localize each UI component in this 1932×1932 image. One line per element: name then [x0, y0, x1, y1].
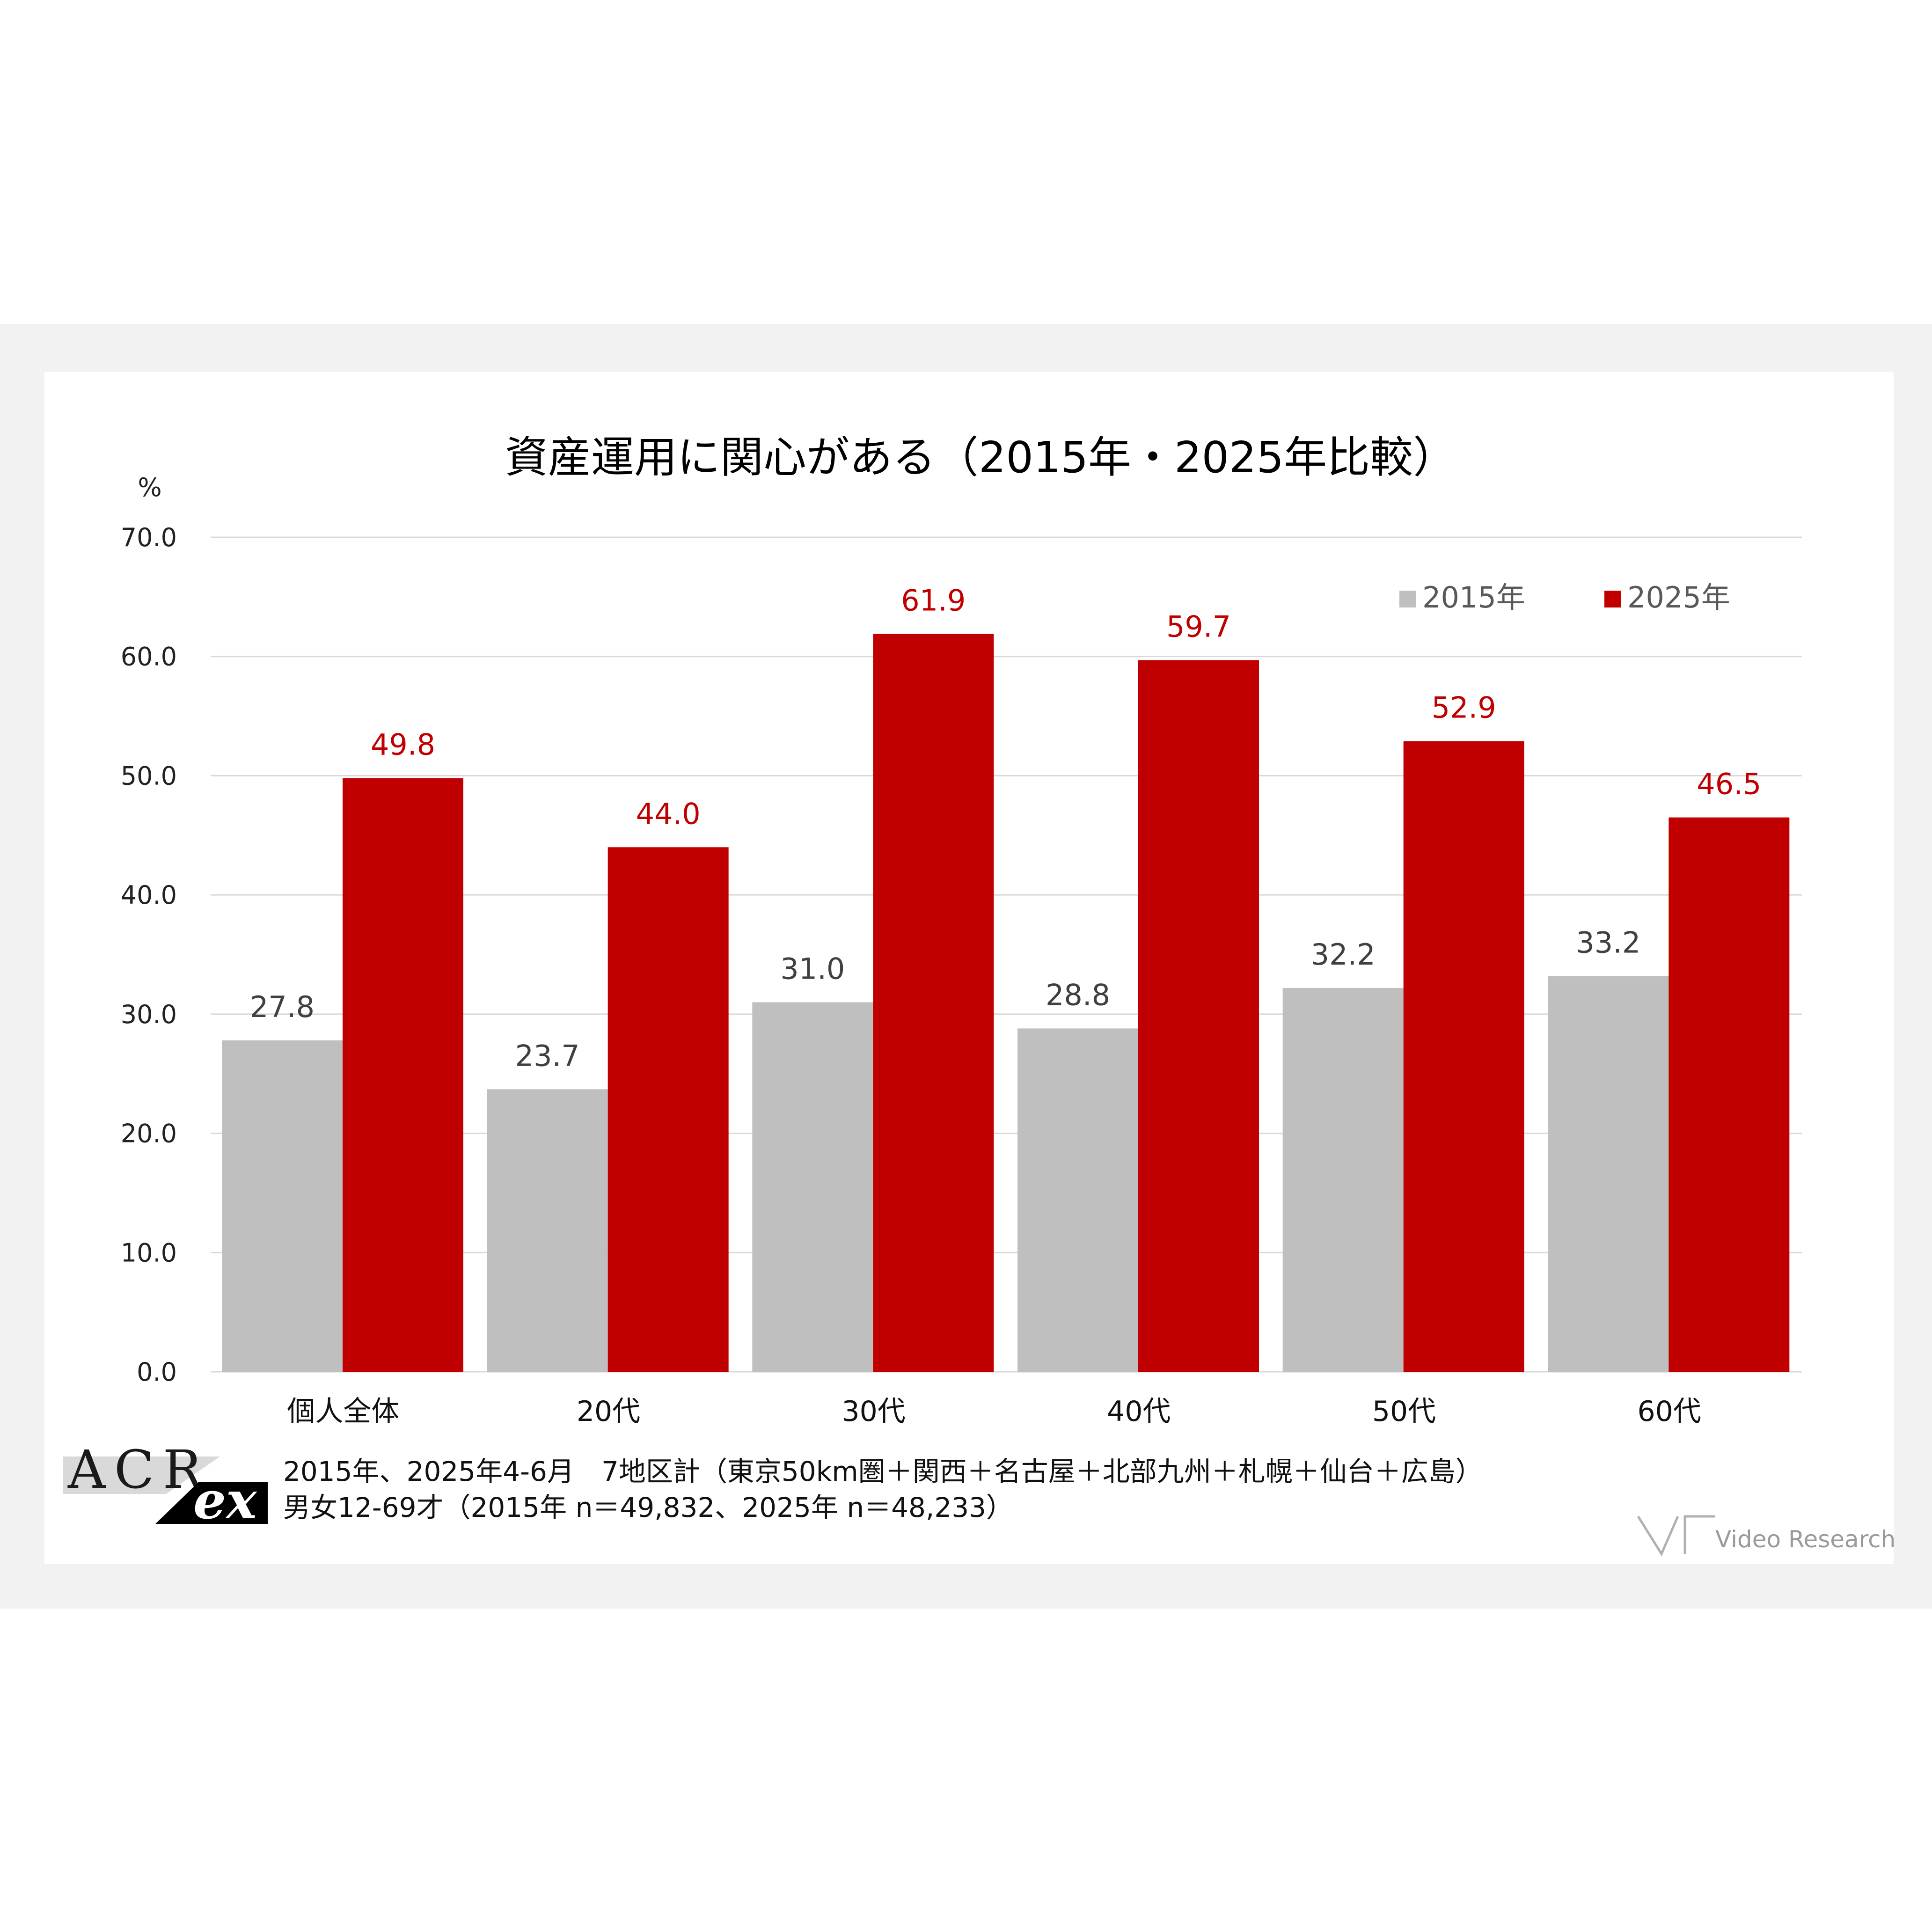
y-tick-label: 40.0 — [121, 880, 177, 910]
vr-mark-v — [1637, 1515, 1679, 1557]
bar-2025 — [1138, 660, 1259, 1372]
legend-label: 2015年 — [1422, 580, 1525, 615]
bar-2015 — [752, 1002, 873, 1372]
footnote-line-1: 2015年、2025年4-6月 7地区計（東京50km圏＋関西＋名古屋＋北部九州… — [283, 1456, 1483, 1487]
chart-card: 資産運用に関心がある（2015年・2025年比較） % 0.0 10.0 20.0 3… — [44, 372, 1894, 1564]
y-tick-label: 70.0 — [121, 523, 177, 552]
bar-2015 — [487, 1089, 608, 1372]
y-tick-label: 20.0 — [121, 1119, 177, 1149]
legend-label: 2025年 — [1627, 580, 1730, 615]
bar-2015 — [222, 1040, 343, 1372]
x-category-label: 個人全体 — [287, 1395, 399, 1428]
bar-2025 — [607, 847, 729, 1372]
video-research-logo: Video Research — [1637, 1515, 1894, 1557]
y-tick-label: 50.0 — [121, 761, 177, 790]
data-label: 44.0 — [636, 797, 701, 831]
data-label: 59.7 — [1166, 609, 1231, 644]
data-label: 46.5 — [1697, 767, 1761, 801]
bar-2025 — [1403, 741, 1524, 1372]
bar-2025 — [873, 634, 994, 1372]
ex-logo-shape — [155, 1482, 268, 1524]
chart-title: 資産運用に関心がある（2015年・2025年比較） — [505, 432, 1456, 483]
data-label: 28.8 — [1046, 978, 1110, 1012]
footnote-line-2: 男女12-69才（2015年 n＝49,832、2025年 n＝48,233） — [283, 1492, 1013, 1523]
legend: 2015年 2025年 — [1399, 580, 1730, 615]
video-research-text: Video Research — [1715, 1526, 1894, 1553]
x-category-label: 60代 — [1637, 1395, 1701, 1428]
data-labels: 27.8 49.8 23.7 44.0 31.0 61.9 28.8 59.7 32.2 52.9… — [250, 583, 1761, 1073]
acr-logo-text: ACR — [67, 1440, 211, 1500]
gridlines — [211, 536, 1802, 1373]
data-label: 33.2 — [1576, 925, 1640, 959]
x-category-label: 30代 — [842, 1395, 905, 1428]
legend-swatch — [1399, 591, 1416, 607]
bar-2015 — [1017, 1028, 1138, 1372]
y-tick-label: 60.0 — [121, 642, 177, 672]
y-tick-label: 10.0 — [121, 1238, 177, 1267]
x-category-label: 50代 — [1372, 1395, 1436, 1428]
data-label: 31.0 — [780, 951, 845, 986]
data-label: 23.7 — [515, 1039, 580, 1073]
y-axis-ticks: 0.0 10.0 20.0 30.0 40.0 50.0 60.0 70.0 — [121, 523, 177, 1387]
data-label: 32.2 — [1311, 937, 1376, 972]
bar-chart: 資産運用に関心がある（2015年・2025年比較） % 0.0 10.0 20.0 3… — [63, 432, 1894, 1557]
y-tick-label: 0.0 — [137, 1357, 177, 1387]
legend-swatch — [1604, 591, 1621, 607]
bar-2025 — [343, 778, 463, 1372]
data-label: 52.9 — [1432, 691, 1496, 725]
data-label: 27.8 — [250, 990, 315, 1024]
bar-2015 — [1548, 976, 1669, 1372]
acr-ex-logo: ACR ex — [63, 1440, 268, 1530]
x-category-label: 40代 — [1107, 1395, 1171, 1428]
x-category-label: 20代 — [577, 1395, 640, 1428]
ex-logo-text: ex — [193, 1470, 257, 1530]
data-label: 49.8 — [371, 728, 435, 762]
bar-2025 — [1669, 817, 1790, 1372]
acr-logo-shape — [63, 1456, 220, 1494]
vr-mark-r — [1683, 1515, 1715, 1554]
bar-2015 — [1282, 988, 1404, 1372]
y-tick-label: 30.0 — [121, 1000, 177, 1029]
x-axis-categories: 個人全体 20代 30代 40代 50代 60代 — [287, 1395, 1701, 1428]
y-axis-unit: % — [138, 473, 161, 502]
bars — [222, 634, 1790, 1372]
data-label: 61.9 — [901, 583, 966, 617]
